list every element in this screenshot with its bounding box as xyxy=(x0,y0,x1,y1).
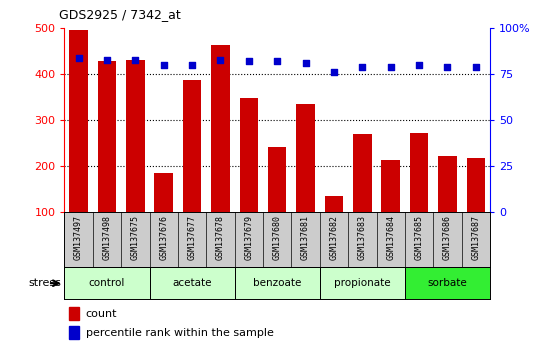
Bar xyxy=(325,196,343,258)
Text: GSM137685: GSM137685 xyxy=(414,215,423,259)
Bar xyxy=(405,267,490,299)
Bar xyxy=(353,134,371,258)
Text: GSM137687: GSM137687 xyxy=(472,215,480,259)
Text: GSM137678: GSM137678 xyxy=(216,215,225,259)
Bar xyxy=(126,59,144,258)
Bar xyxy=(69,326,80,339)
Bar xyxy=(155,173,173,258)
Point xyxy=(414,62,423,68)
Text: GSM137679: GSM137679 xyxy=(244,215,253,259)
Point xyxy=(358,64,367,70)
Bar xyxy=(64,267,150,299)
Bar xyxy=(211,45,230,258)
Point xyxy=(386,64,395,70)
Text: propionate: propionate xyxy=(334,278,391,288)
Point xyxy=(102,57,111,62)
Bar xyxy=(150,267,235,299)
Text: percentile rank within the sample: percentile rank within the sample xyxy=(86,328,273,338)
Text: GSM137676: GSM137676 xyxy=(159,215,168,259)
Bar xyxy=(410,133,428,258)
Bar xyxy=(466,158,485,258)
Point xyxy=(131,57,140,62)
Text: GSM137677: GSM137677 xyxy=(188,215,197,259)
Point xyxy=(443,64,452,70)
Text: GDS2925 / 7342_at: GDS2925 / 7342_at xyxy=(59,8,180,21)
Text: acetate: acetate xyxy=(172,278,212,288)
Bar xyxy=(268,147,286,258)
Bar xyxy=(381,160,400,258)
Bar xyxy=(69,307,80,320)
Text: stress: stress xyxy=(29,278,62,288)
Bar xyxy=(240,98,258,258)
Text: benzoate: benzoate xyxy=(253,278,301,288)
Text: sorbate: sorbate xyxy=(428,278,467,288)
Bar xyxy=(183,80,201,258)
Point xyxy=(216,57,225,62)
Point xyxy=(159,62,168,68)
Point xyxy=(301,61,310,66)
Text: count: count xyxy=(86,309,117,319)
Bar xyxy=(98,61,116,258)
Bar xyxy=(235,267,320,299)
Text: GSM137497: GSM137497 xyxy=(74,215,83,259)
Point xyxy=(273,59,282,64)
Text: GSM137681: GSM137681 xyxy=(301,215,310,259)
Text: GSM137683: GSM137683 xyxy=(358,215,367,259)
Text: GSM137684: GSM137684 xyxy=(386,215,395,259)
Bar xyxy=(296,104,315,258)
Point xyxy=(188,62,197,68)
Point xyxy=(244,59,253,64)
Text: GSM137498: GSM137498 xyxy=(102,215,111,259)
Bar xyxy=(320,267,405,299)
Bar xyxy=(69,30,88,258)
Text: GSM137682: GSM137682 xyxy=(329,215,338,259)
Text: GSM137686: GSM137686 xyxy=(443,215,452,259)
Text: control: control xyxy=(89,278,125,288)
Bar xyxy=(438,156,456,258)
Point xyxy=(472,64,480,70)
Text: GSM137675: GSM137675 xyxy=(131,215,140,259)
Point xyxy=(74,55,83,61)
Point xyxy=(329,70,338,75)
Text: GSM137680: GSM137680 xyxy=(273,215,282,259)
